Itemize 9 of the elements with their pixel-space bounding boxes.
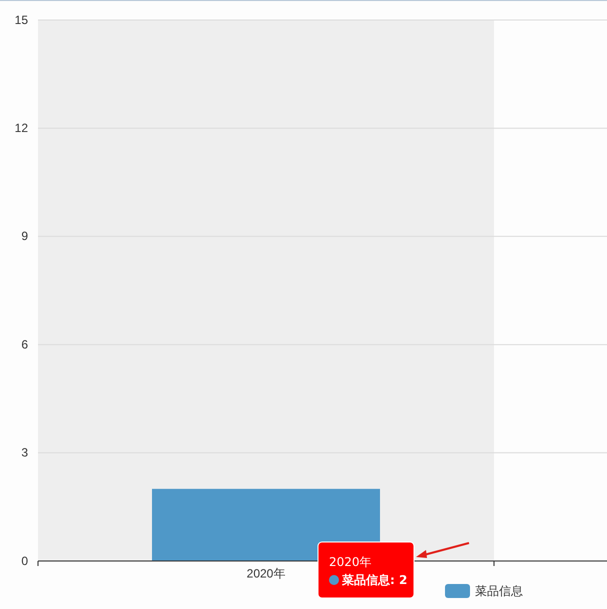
y-tick-label: 9 — [21, 229, 28, 244]
text: 菜品信息: 2 — [341, 573, 408, 587]
y-tick-label: 12 — [14, 121, 28, 136]
y-tick-label: 3 — [21, 446, 28, 460]
legend-label: 菜品信息 — [475, 584, 523, 598]
y-tick-label: 15 — [14, 12, 28, 27]
y-tick-label: 0 — [21, 554, 28, 568]
y-tick-label: 6 — [21, 337, 28, 352]
annotation: 2020年 — [329, 555, 372, 569]
